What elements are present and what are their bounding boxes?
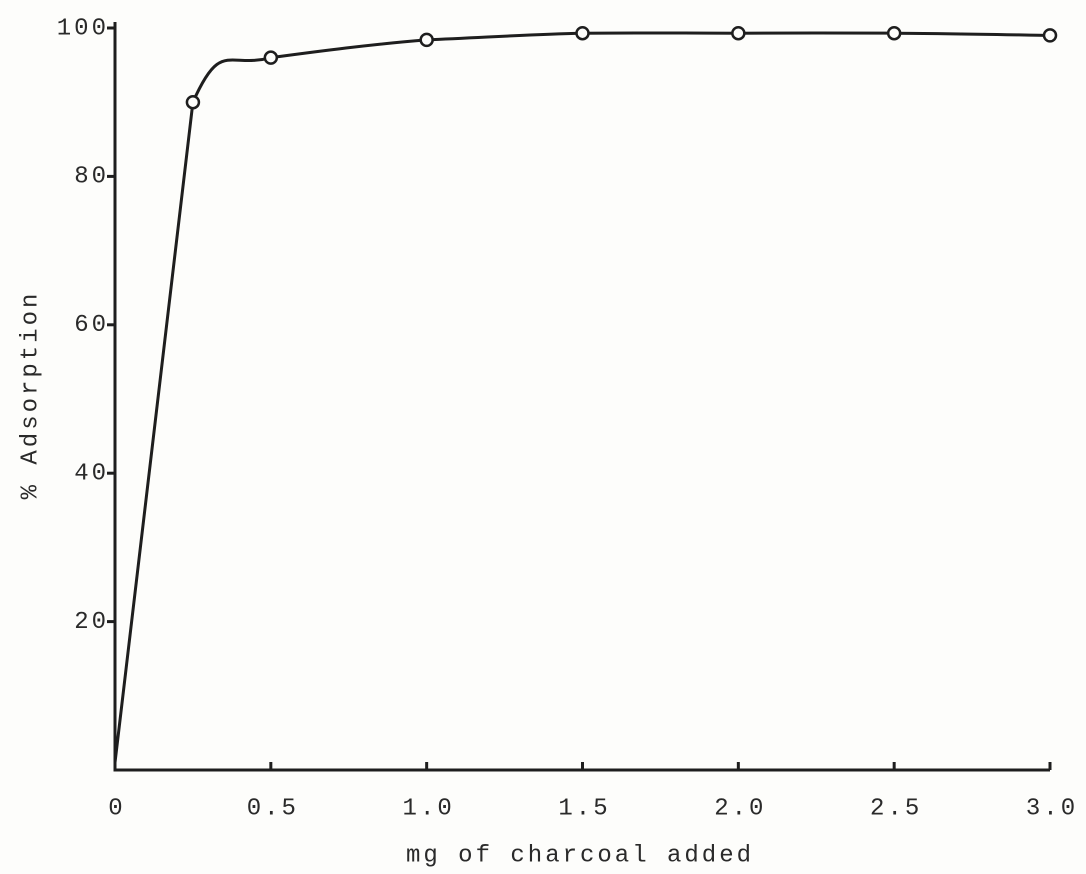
y-axis-title: % Adsorption xyxy=(17,291,44,500)
y-tick-label: 100 xyxy=(57,15,109,42)
marker xyxy=(731,25,746,41)
axes xyxy=(113,22,1050,772)
marker xyxy=(1042,28,1058,43)
line xyxy=(113,31,1051,763)
y-tick-label: 40 xyxy=(74,461,109,488)
marker xyxy=(185,94,201,110)
x-tick-label: 3.0 xyxy=(1026,795,1078,822)
x-tick-label: 1.0 xyxy=(403,795,455,822)
x-tick-label: 2.5 xyxy=(870,795,922,822)
x-tick-label: 2.0 xyxy=(714,795,766,822)
x-axis-title: mg of charcoal added xyxy=(406,842,754,869)
y-tick-label: 20 xyxy=(74,609,109,636)
marker xyxy=(575,25,590,41)
marker xyxy=(419,32,434,48)
x-tick-label: 0 xyxy=(108,795,125,822)
y-tick-label: 80 xyxy=(74,164,109,191)
y-tick-label: 60 xyxy=(74,312,109,339)
marker xyxy=(886,25,902,41)
marker xyxy=(263,50,279,65)
x-tick-label: 1.5 xyxy=(558,795,610,822)
x-tick-label: 0.5 xyxy=(247,795,299,822)
